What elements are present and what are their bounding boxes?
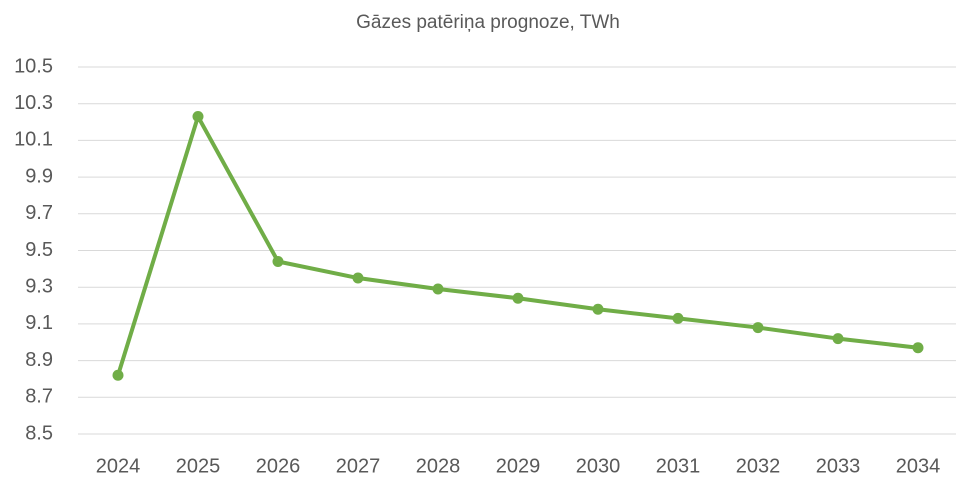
y-tick-label: 9.3	[25, 275, 53, 297]
data-point	[592, 303, 604, 315]
data-point	[512, 292, 524, 304]
y-tick-label: 9.5	[25, 239, 53, 261]
y-tick-label: 9.7	[25, 202, 53, 224]
x-tick-label: 2025	[176, 455, 221, 477]
x-tick-label: 2026	[256, 455, 301, 477]
data-point	[112, 369, 124, 381]
x-tick-label: 2033	[816, 455, 861, 477]
x-tick-label: 2024	[96, 455, 141, 477]
data-point	[272, 256, 284, 268]
x-tick-label: 2031	[656, 455, 701, 477]
y-tick-label: 10.3	[14, 92, 53, 114]
chart-title: Gāzes patēriņa prognoze, TWh	[356, 12, 620, 33]
x-tick-label: 2028	[416, 455, 461, 477]
x-tick-label: 2027	[336, 455, 381, 477]
line-series	[116, 114, 919, 376]
y-tick-label: 8.7	[25, 386, 53, 408]
y-tick-label: 8.5	[25, 422, 53, 444]
x-tick-label: 2034	[896, 455, 941, 477]
x-tick-label: 2030	[576, 455, 621, 477]
data-point	[832, 333, 844, 345]
data-point	[192, 111, 204, 123]
y-tick-label: 8.9	[25, 349, 53, 371]
data-point	[672, 312, 684, 324]
x-tick-label: 2029	[496, 455, 541, 477]
y-tick-label: 9.1	[25, 312, 53, 334]
data-point	[352, 272, 364, 284]
data-point	[432, 283, 444, 295]
y-tick-label: 9.9	[25, 165, 53, 187]
y-tick-label: 10.5	[14, 55, 53, 77]
data-point	[752, 322, 764, 334]
x-tick-label: 2032	[736, 455, 781, 477]
data-point	[912, 342, 924, 354]
y-tick-label: 10.1	[14, 129, 53, 151]
